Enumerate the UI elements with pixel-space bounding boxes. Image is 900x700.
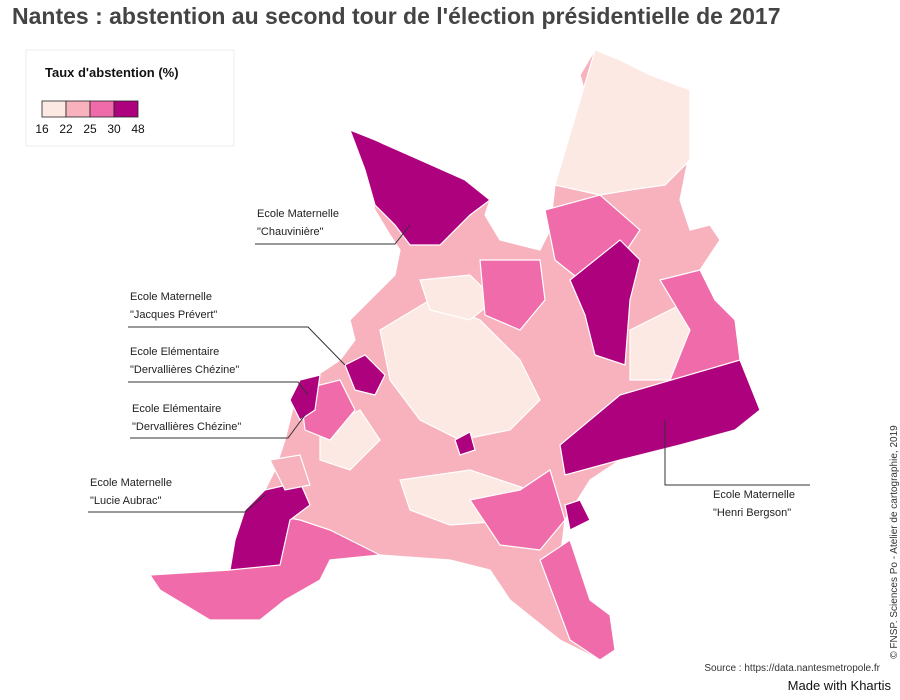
annotation-line: Ecole Elémentaire [130,346,219,358]
annotation-line: "Chauvinière" [257,226,324,238]
legend-swatch [65,100,91,118]
footer: Made with Khartis [788,678,892,693]
district [539,539,616,661]
district [469,469,566,551]
leader-line [128,381,309,396]
district [348,128,491,246]
annotation-line: "Jacques Prévert" [130,309,217,321]
district [269,454,311,491]
legend-break-label: 48 [131,122,145,136]
annotation-line: Ecole Maternelle [130,291,212,303]
legend-swatch [89,100,115,118]
annotation-line: "Lucie Aubrac" [90,495,162,507]
leader-line [88,494,266,513]
annotation-line: "Dervallières Chézine" [132,421,241,433]
district [559,359,761,476]
district [479,259,546,331]
leader-line [128,326,346,366]
source: Source : https://data.nantesmetropole.fr [704,663,880,674]
legend: Taux d'abstention (%) 16 22 25 30 48 [25,49,235,147]
leader-line [130,414,306,439]
annotation-line: "Dervallières Chézine" [130,364,239,376]
district [344,354,386,396]
map [148,49,761,661]
annotation-line: Ecole Maternelle [257,208,339,220]
credit: © FNSP. Sciences Po - Atelier de cartogr… [889,425,900,659]
legend-break-label: 16 [35,122,49,136]
leader-line [255,224,411,245]
legend-box [25,49,235,147]
district [419,274,496,321]
legend-break-label: 22 [59,122,73,136]
legend-swatch [41,100,67,118]
district [554,49,691,196]
annotation-line: "Henri Bergson" [713,507,791,519]
annotation-line: Ecole Maternelle [713,489,795,501]
leader-line [664,420,810,486]
annotation-line: Ecole Elémentaire [132,403,221,415]
annotation-line: Ecole Maternelle [90,477,172,489]
district [454,431,476,456]
district [564,499,591,531]
legend-break-label: 30 [107,122,121,136]
map-title: Nantes : abstention au second tour de l'… [12,3,781,29]
district [289,374,321,421]
annotations: Ecole Maternelle "Chauvinière" Ecole Mat… [88,208,810,519]
legend-break-label: 25 [83,122,97,136]
district [569,239,641,366]
legend-title: Taux d'abstention (%) [45,65,179,80]
legend-swatch [113,100,139,118]
